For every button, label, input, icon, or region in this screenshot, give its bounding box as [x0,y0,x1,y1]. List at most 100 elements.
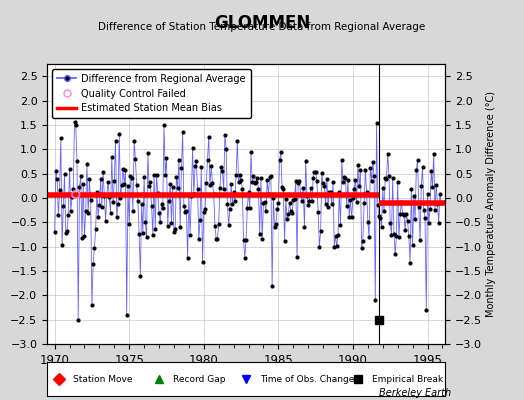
Point [137,200,146,207]
Point [150,172,158,178]
Point [431,207,439,213]
Point [159,205,167,211]
Point [222,146,231,152]
Point [335,189,343,196]
Point [70,119,79,126]
Point [171,226,179,232]
Point [396,211,405,217]
Point [117,182,126,188]
Point [62,230,70,237]
Point [196,217,204,224]
Point [69,186,78,192]
Point [358,238,367,244]
Point [73,158,81,164]
Point [233,138,242,144]
Point [412,166,420,173]
Point [123,312,131,318]
Point [186,231,194,238]
Text: Difference of Station Temperature Data from Regional Average: Difference of Station Temperature Data f… [99,22,425,32]
Point [303,192,311,199]
Point [155,210,163,216]
Point [200,209,208,215]
Point [427,168,435,174]
Point [85,176,94,183]
Point [259,200,268,206]
Point [291,178,300,184]
Point [127,175,136,181]
Point [390,231,398,238]
Point [410,193,418,199]
Point [210,190,218,197]
Point [82,208,90,214]
Point [301,158,310,164]
Point [321,201,330,208]
Point [280,238,289,244]
Point [181,208,189,215]
Point [90,245,99,252]
Point [395,234,403,240]
Point [318,170,326,176]
Point [140,174,148,180]
Point [141,219,149,225]
Point [84,210,92,216]
Point [97,204,106,210]
Point [417,183,425,189]
Point [100,192,108,199]
Text: GLOMMEN: GLOMMEN [214,14,310,32]
Point [144,150,152,156]
Point [261,208,270,214]
Point [179,129,187,136]
Point [391,251,399,258]
Point [143,234,151,241]
Point [430,151,438,157]
Point [278,184,286,190]
Point [326,188,335,195]
Point [283,216,291,222]
Point [351,176,359,183]
Point [211,223,219,229]
Point [86,196,95,203]
Point [197,164,205,170]
Point [77,173,85,179]
Point [167,220,176,226]
Point [403,218,412,224]
Point [53,176,61,182]
Point [165,198,173,204]
Point [130,138,138,145]
Point [388,175,397,182]
Point [59,203,68,209]
Point [290,195,299,202]
Point [328,201,336,208]
Point [206,182,214,188]
Point [426,206,434,212]
Point [173,185,182,191]
Point [257,175,265,181]
Point [92,226,100,232]
Point [176,224,184,230]
Point [416,237,424,243]
Point [357,245,366,251]
Point [214,220,223,227]
Point [287,208,295,214]
Point [413,157,422,163]
Point [72,191,80,198]
Point [50,228,59,235]
Point [273,206,281,212]
Point [274,200,282,206]
Point [408,242,417,248]
Point [432,181,440,188]
Point [220,186,228,192]
Point [392,233,401,239]
Point [72,122,80,128]
Point [103,192,111,198]
Point [311,168,320,175]
Point [232,172,241,178]
Point [263,177,271,184]
Point [129,208,137,214]
Point [422,307,430,313]
Point [133,182,141,188]
Point [230,188,238,195]
Point [68,193,76,200]
Point [394,178,402,185]
Point [242,236,250,243]
